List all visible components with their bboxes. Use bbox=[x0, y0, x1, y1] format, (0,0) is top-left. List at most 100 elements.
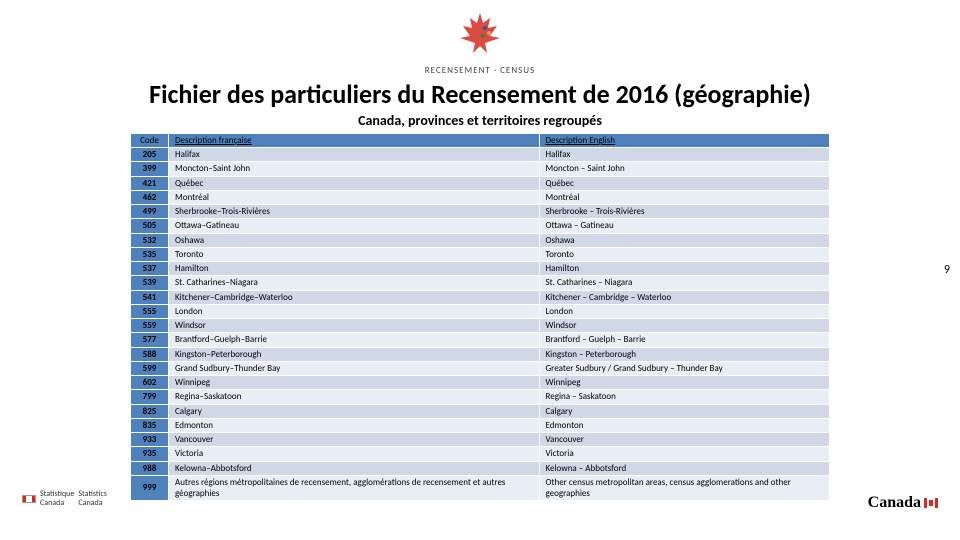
cell-desc-en: Victoria bbox=[539, 447, 830, 461]
footer-en-2: Canada bbox=[78, 498, 102, 508]
cell-desc-en: Edmonton bbox=[539, 418, 830, 432]
maple-leaf-icon bbox=[455, 8, 505, 58]
cell-desc-fr: Toronto bbox=[169, 247, 540, 261]
cell-desc-fr: Hamilton bbox=[169, 262, 540, 276]
cell-desc-fr: Kingston–Peterborough bbox=[169, 347, 540, 361]
cell-code: 535 bbox=[131, 247, 169, 261]
footer-statcan: Statistique Canada Statistics Canada bbox=[22, 490, 107, 508]
cell-code: 421 bbox=[131, 176, 169, 190]
cell-desc-en: Kelowna – Abbotsford bbox=[539, 461, 830, 475]
cell-desc-fr: Vancouver bbox=[169, 433, 540, 447]
cell-desc-en: Halifax bbox=[539, 148, 830, 162]
table-row: 555LondonLondon bbox=[131, 304, 830, 318]
cell-desc-en: Montréal bbox=[539, 190, 830, 204]
cell-desc-en: Kitchener – Cambridge – Waterloo bbox=[539, 290, 830, 304]
cell-desc-fr: Brantford–Guelph–Barrie bbox=[169, 333, 540, 347]
page-number: 9 bbox=[944, 263, 950, 277]
cell-desc-en: London bbox=[539, 304, 830, 318]
cell-desc-fr: Ottawa–Gatineau bbox=[169, 219, 540, 233]
cell-code: 537 bbox=[131, 262, 169, 276]
logo-subtitle: RECENSEMENT · CENSUS bbox=[0, 65, 960, 76]
cell-code: 988 bbox=[131, 461, 169, 475]
cell-code: 588 bbox=[131, 347, 169, 361]
table-row: 541Kitchener–Cambridge–WaterlooKitchener… bbox=[131, 290, 830, 304]
table-row: 933VancouverVancouver bbox=[131, 433, 830, 447]
table-row: 999Autres régions métropolitaines de rec… bbox=[131, 475, 830, 501]
cell-desc-fr: London bbox=[169, 304, 540, 318]
cell-desc-en: Hamilton bbox=[539, 262, 830, 276]
cell-code: 555 bbox=[131, 304, 169, 318]
table-container: Code Description française Description E… bbox=[0, 133, 960, 501]
cell-code: 499 bbox=[131, 205, 169, 219]
col-code: Code bbox=[131, 134, 169, 148]
cell-desc-fr: Kelowna–Abbotsford bbox=[169, 461, 540, 475]
cell-desc-en: Calgary bbox=[539, 404, 830, 418]
cell-code: 933 bbox=[131, 433, 169, 447]
table-row: 835EdmontonEdmonton bbox=[131, 418, 830, 432]
table-row: 532OshawaOshawa bbox=[131, 233, 830, 247]
cell-desc-fr: Kitchener–Cambridge–Waterloo bbox=[169, 290, 540, 304]
col-desc-en: Description English bbox=[539, 134, 830, 148]
table-row: 499Sherbrooke–Trois-RivièresSherbrooke –… bbox=[131, 205, 830, 219]
page-title: Fichier des particuliers du Recensement … bbox=[0, 78, 960, 110]
table-row: 505Ottawa–GatineauOttawa – Gatineau bbox=[131, 219, 830, 233]
cell-desc-en: Other census metropolitan areas, census … bbox=[539, 475, 830, 501]
table-row: 825CalgaryCalgary bbox=[131, 404, 830, 418]
cell-desc-fr: Sherbrooke–Trois-Rivières bbox=[169, 205, 540, 219]
cell-code: 999 bbox=[131, 475, 169, 501]
cell-code: 825 bbox=[131, 404, 169, 418]
page-subtitle: Canada, provinces et territoires regroup… bbox=[0, 112, 960, 129]
cell-desc-en: Sherbrooke – Trois-Rivières bbox=[539, 205, 830, 219]
cell-code: 532 bbox=[131, 233, 169, 247]
cell-desc-en: Oshawa bbox=[539, 233, 830, 247]
header-logo-block: RECENSEMENT · CENSUS bbox=[0, 0, 960, 76]
cell-desc-fr: Grand Sudbury–Thunder Bay bbox=[169, 361, 540, 375]
cell-desc-fr: Québec bbox=[169, 176, 540, 190]
table-row: 537HamiltonHamilton bbox=[131, 262, 830, 276]
table-row: 559WindsorWindsor bbox=[131, 319, 830, 333]
cell-desc-fr: Oshawa bbox=[169, 233, 540, 247]
table-row: 399Moncton–Saint JohnMoncton – Saint Joh… bbox=[131, 162, 830, 176]
cell-code: 462 bbox=[131, 190, 169, 204]
table-row: 602WinnipegWinnipeg bbox=[131, 376, 830, 390]
cell-desc-fr: St. Catharines–Niagara bbox=[169, 276, 540, 290]
cell-code: 602 bbox=[131, 376, 169, 390]
table-row: 577Brantford–Guelph–BarrieBrantford – Gu… bbox=[131, 333, 830, 347]
cell-desc-fr: Windsor bbox=[169, 319, 540, 333]
table-row: 462MontréalMontréal bbox=[131, 190, 830, 204]
cell-desc-fr: Autres régions métropolitaines de recens… bbox=[169, 475, 540, 501]
cell-desc-en: Kingston – Peterborough bbox=[539, 347, 830, 361]
footer-fr-2: Canada bbox=[40, 498, 64, 508]
cell-desc-fr: Montréal bbox=[169, 190, 540, 204]
cell-code: 539 bbox=[131, 276, 169, 290]
wordmark-flag-icon bbox=[924, 498, 938, 508]
cell-desc-fr: Calgary bbox=[169, 404, 540, 418]
table-row: 588Kingston–PeterboroughKingston – Peter… bbox=[131, 347, 830, 361]
cell-desc-en: Winnipeg bbox=[539, 376, 830, 390]
table-row: 539St. Catharines–NiagaraSt. Catharines … bbox=[131, 276, 830, 290]
cell-desc-en: St. Catharines – Niagara bbox=[539, 276, 830, 290]
table-row: 205HalifaxHalifax bbox=[131, 148, 830, 162]
cell-code: 399 bbox=[131, 162, 169, 176]
cell-desc-en: Toronto bbox=[539, 247, 830, 261]
cell-desc-fr: Victoria bbox=[169, 447, 540, 461]
cell-desc-en: Greater Sudbury / Grand Sudbury – Thunde… bbox=[539, 361, 830, 375]
table-row: 535TorontoToronto bbox=[131, 247, 830, 261]
cell-desc-fr: Halifax bbox=[169, 148, 540, 162]
geography-table: Code Description française Description E… bbox=[130, 133, 830, 501]
cell-code: 205 bbox=[131, 148, 169, 162]
cell-desc-en: Regina – Saskatoon bbox=[539, 390, 830, 404]
cell-desc-fr: Regina–Saskatoon bbox=[169, 390, 540, 404]
cell-desc-en: Moncton – Saint John bbox=[539, 162, 830, 176]
table-header-row: Code Description française Description E… bbox=[131, 134, 830, 148]
cell-desc-en: Windsor bbox=[539, 319, 830, 333]
col-desc-fr: Description française bbox=[169, 134, 540, 148]
cell-code: 505 bbox=[131, 219, 169, 233]
cell-desc-en: Vancouver bbox=[539, 433, 830, 447]
cell-code: 799 bbox=[131, 390, 169, 404]
mini-flag-icon bbox=[22, 495, 36, 503]
cell-code: 559 bbox=[131, 319, 169, 333]
wordmark-text: Canada bbox=[868, 494, 921, 512]
cell-code: 541 bbox=[131, 290, 169, 304]
table-row: 988Kelowna–AbbotsfordKelowna – Abbotsfor… bbox=[131, 461, 830, 475]
